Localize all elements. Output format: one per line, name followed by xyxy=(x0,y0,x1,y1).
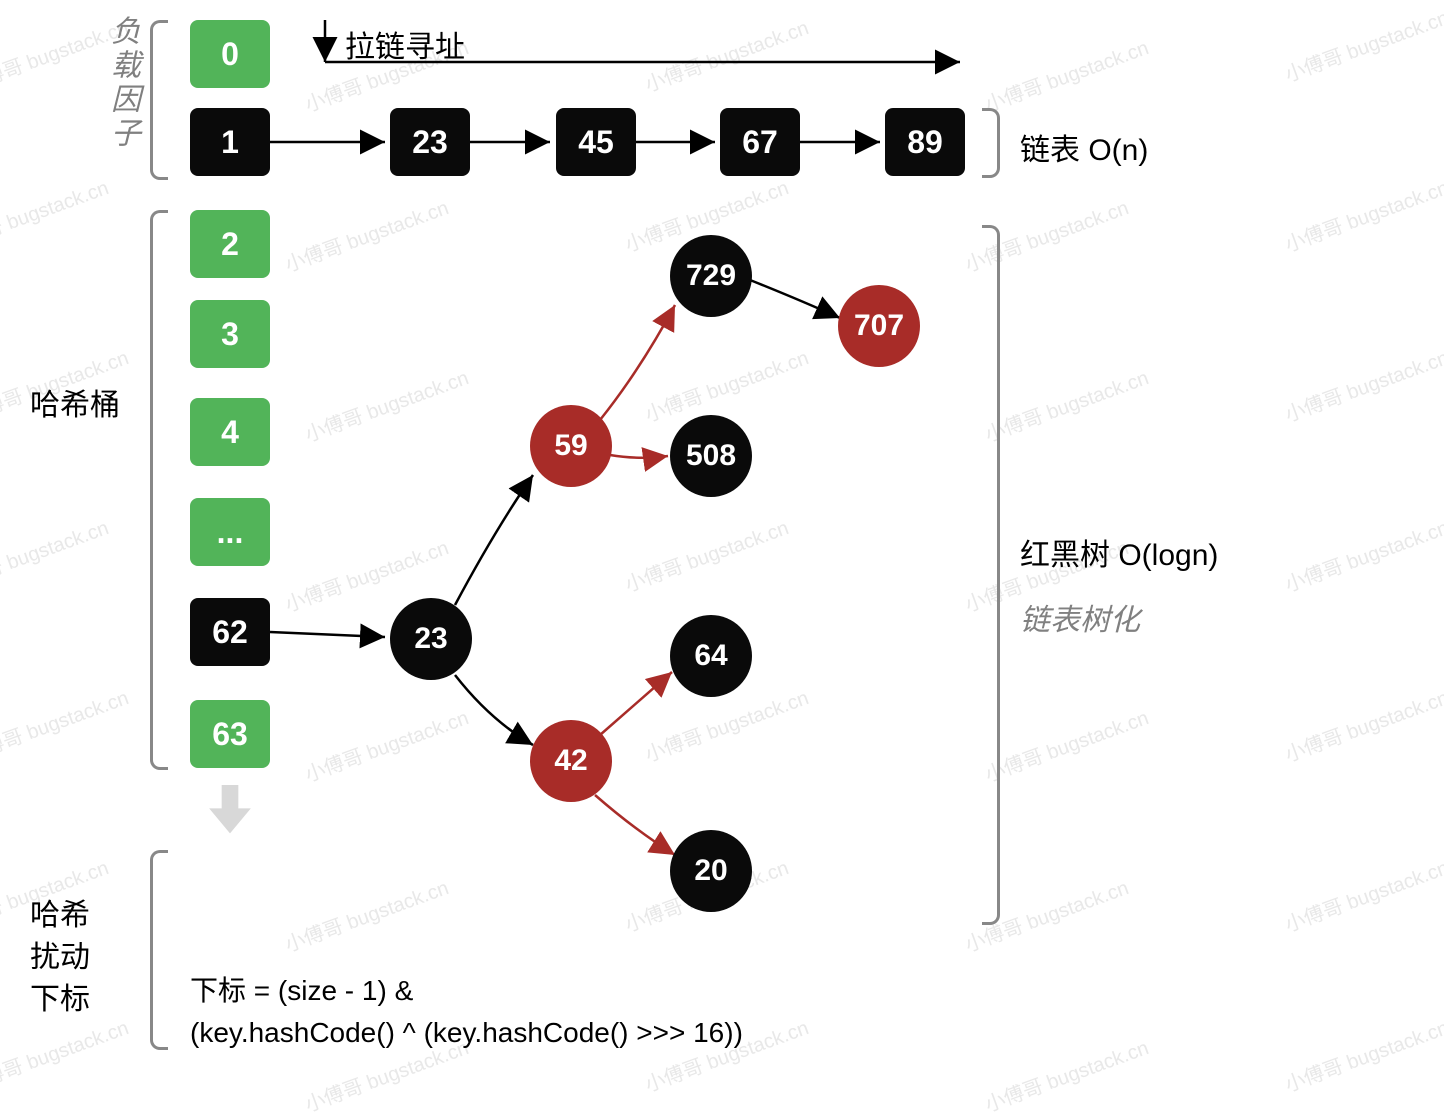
chain-node-23: 23 xyxy=(390,108,470,176)
watermark: 小傅哥 bugstack.cn xyxy=(640,11,812,97)
tree-node-508: 508 xyxy=(670,415,752,497)
formula-line2: (key.hashCode() ^ (key.hashCode() >>> 16… xyxy=(190,1012,743,1054)
tree-node-707: 707 xyxy=(838,285,920,367)
label-hash-bucket: 哈希桶 xyxy=(30,380,120,424)
tree-node-20: 20 xyxy=(670,830,752,912)
watermark: 小傅哥 bugstack.cn xyxy=(980,1031,1152,1117)
watermark: 小傅哥 bugstack.cn xyxy=(280,191,452,277)
bracket-rb-tree xyxy=(982,225,1000,925)
watermark: 小傅哥 bugstack.cn xyxy=(1280,511,1444,597)
watermark: 小傅哥 bugstack.cn xyxy=(0,511,112,597)
bracket-hash-bucket xyxy=(150,210,168,770)
bracket-hash-perturb xyxy=(150,850,168,1050)
label-rb-tree: 红黑树 O(logn) xyxy=(1020,530,1218,574)
watermark: 小傅哥 bugstack.cn xyxy=(1280,1,1444,87)
watermark: 小傅哥 bugstack.cn xyxy=(0,171,112,257)
bucket-dots: ... xyxy=(190,498,270,566)
tree-node-59: 59 xyxy=(530,405,612,487)
watermark: 小傅哥 bugstack.cn xyxy=(980,701,1152,787)
watermark: 小傅哥 bugstack.cn xyxy=(1280,171,1444,257)
watermark: 小傅哥 bugstack.cn xyxy=(640,681,812,767)
watermark: 小傅哥 bugstack.cn xyxy=(0,681,132,767)
formula: 下标 = (size - 1) & (key.hashCode() ^ (key… xyxy=(190,970,743,1054)
watermark: 小傅哥 bugstack.cn xyxy=(1280,341,1444,427)
bucket-4: 4 xyxy=(190,398,270,466)
tree-node-64: 64 xyxy=(670,615,752,697)
watermark: 小傅哥 bugstack.cn xyxy=(620,511,792,597)
bracket-load-factor xyxy=(150,20,168,180)
label-treeify: 链表树化 xyxy=(1020,595,1140,639)
watermark: 小傅哥 bugstack.cn xyxy=(280,871,452,957)
label-hash-perturb: 哈希扰动下标 xyxy=(30,895,100,1021)
tree-node-23: 23 xyxy=(390,598,472,680)
bucket-1: 1 xyxy=(190,108,270,176)
chain-node-89: 89 xyxy=(885,108,965,176)
bucket-2: 2 xyxy=(190,210,270,278)
tree-node-42: 42 xyxy=(530,720,612,802)
watermark: 小傅哥 bugstack.cn xyxy=(980,361,1152,447)
bucket-3: 3 xyxy=(190,300,270,368)
watermark: 小傅哥 bugstack.cn xyxy=(980,31,1152,117)
chain-node-67: 67 xyxy=(720,108,800,176)
bucket-0: 0 xyxy=(190,20,270,88)
watermark: 小傅哥 bugstack.cn xyxy=(1280,1011,1444,1097)
watermark: 小傅哥 bugstack.cn xyxy=(300,361,472,447)
chain-node-45: 45 xyxy=(556,108,636,176)
formula-line1: 下标 = (size - 1) & xyxy=(190,970,743,1012)
bracket-linked-list xyxy=(982,108,1000,178)
label-linked-list: 链表 O(n) xyxy=(1020,125,1148,169)
bucket-62: 62 xyxy=(190,598,270,666)
bucket-63: 63 xyxy=(190,700,270,768)
watermark: 小傅哥 bugstack.cn xyxy=(300,701,472,787)
tree-node-729: 729 xyxy=(670,235,752,317)
watermark: 小傅哥 bugstack.cn xyxy=(0,1011,132,1097)
watermark: 小傅哥 bugstack.cn xyxy=(1280,851,1444,937)
watermark: 小傅哥 bugstack.cn xyxy=(640,341,812,427)
down-arrow-icon xyxy=(205,785,255,835)
label-chain-addressing: 拉链寻址 xyxy=(345,22,465,66)
label-load-factor: 负载因子 xyxy=(100,15,144,151)
watermark: 小傅哥 bugstack.cn xyxy=(1280,681,1444,767)
